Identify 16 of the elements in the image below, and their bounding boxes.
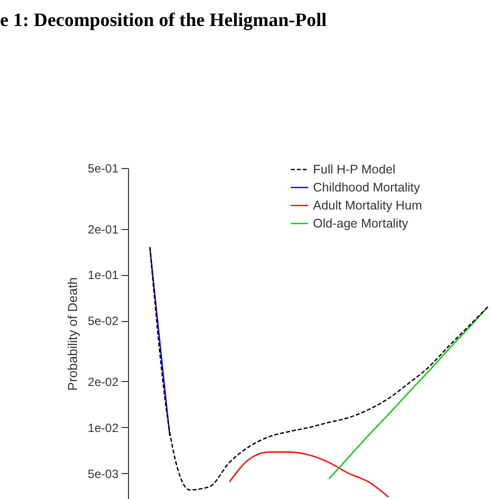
line-series — [228, 451, 390, 498]
y-tick-label: 5e-03 — [88, 466, 119, 481]
line-series — [149, 246, 489, 491]
y-tick-label: 2e-01 — [88, 222, 119, 236]
line-series — [328, 306, 489, 480]
y-tick-label: 2e-02 — [88, 374, 119, 389]
legend-label: Full H-P Model — [313, 162, 396, 176]
chart-title: e 1: Decomposition of the Heligman-Poll — [0, 10, 327, 32]
y-tick-label: 5e-01 — [88, 162, 119, 176]
y-tick-label: 1e-02 — [88, 420, 119, 435]
legend-label: Adult Mortality Hum — [313, 198, 422, 212]
y-tick-label: 5e-02 — [88, 314, 119, 328]
y-axis-title: Probability of Death — [64, 277, 80, 391]
legend-label: Old-age Mortality — [313, 216, 409, 230]
y-tick-label: 1e-01 — [88, 268, 119, 282]
legend-label: Childhood Mortality — [313, 180, 421, 194]
